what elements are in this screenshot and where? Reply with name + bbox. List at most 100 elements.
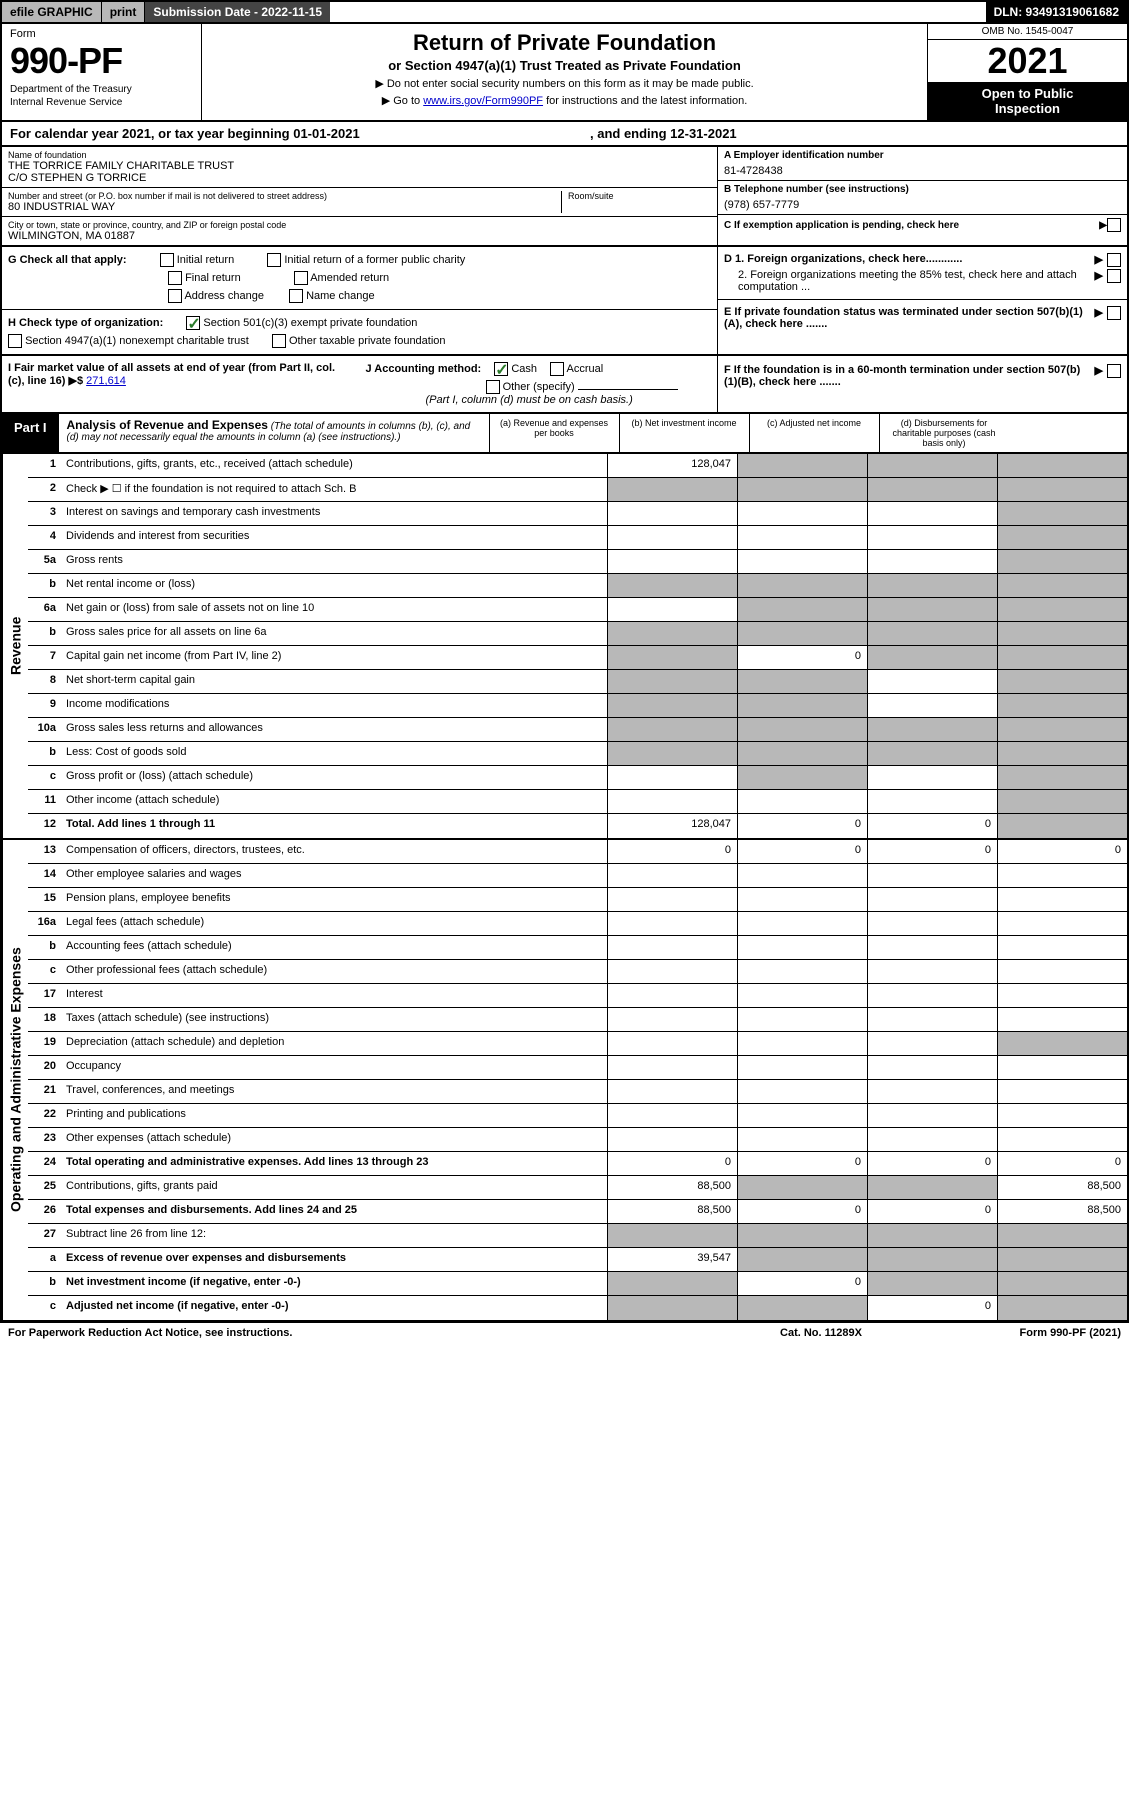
cell-c bbox=[867, 864, 997, 887]
name-cell: Name of foundation THE TORRICE FAMILY CH… bbox=[2, 147, 717, 188]
b-value: (978) 657-7779 bbox=[724, 199, 1121, 211]
e-label: E If private foundation status was termi… bbox=[724, 306, 1091, 330]
f-block: F If the foundation is in a 60-month ter… bbox=[717, 356, 1127, 412]
irs-link[interactable]: www.irs.gov/Form990PF bbox=[423, 95, 543, 107]
city-label: City or town, state or province, country… bbox=[8, 220, 711, 230]
title-block: Return of Private Foundation or Section … bbox=[202, 24, 927, 120]
row-num: 2 bbox=[28, 478, 62, 501]
cell-a bbox=[607, 1056, 737, 1079]
row-desc: Gross rents bbox=[62, 550, 607, 573]
c-checkbox[interactable] bbox=[1107, 218, 1121, 232]
cell-a bbox=[607, 598, 737, 621]
row-desc: Adjusted net income (if negative, enter … bbox=[62, 1296, 607, 1320]
col-a-head: (a) Revenue and expenses per books bbox=[489, 414, 619, 452]
g-address-checkbox[interactable] bbox=[168, 289, 182, 303]
row-num: b bbox=[28, 1272, 62, 1295]
cell-c bbox=[867, 742, 997, 765]
cell-d bbox=[997, 718, 1127, 741]
cell-b: 0 bbox=[737, 1272, 867, 1295]
table-row: 17Interest bbox=[28, 984, 1127, 1008]
cell-c bbox=[867, 912, 997, 935]
cell-a bbox=[607, 936, 737, 959]
h-4947-checkbox[interactable] bbox=[8, 334, 22, 348]
cell-a: 88,500 bbox=[607, 1176, 737, 1199]
d2-checkbox[interactable] bbox=[1107, 269, 1121, 283]
cell-c bbox=[867, 622, 997, 645]
cell-d bbox=[997, 454, 1127, 477]
j-other: Other (specify) bbox=[503, 381, 575, 393]
gh-right: D 1. Foreign organizations, check here..… bbox=[717, 247, 1127, 354]
part1-title: Analysis of Revenue and Expenses bbox=[67, 418, 268, 432]
g-initial-former-checkbox[interactable] bbox=[267, 253, 281, 267]
row-num: 8 bbox=[28, 670, 62, 693]
row-num: b bbox=[28, 936, 62, 959]
cell-b bbox=[737, 526, 867, 549]
cell-d bbox=[997, 574, 1127, 597]
b-label: B Telephone number (see instructions) bbox=[724, 184, 1121, 195]
h-label: H Check type of organization: bbox=[8, 317, 163, 329]
cell-a bbox=[607, 550, 737, 573]
j-cash-checkbox[interactable] bbox=[494, 362, 508, 376]
dept-2: Internal Revenue Service bbox=[10, 97, 193, 108]
cell-b bbox=[737, 1008, 867, 1031]
row-num: 5a bbox=[28, 550, 62, 573]
table-row: 6aNet gain or (loss) from sale of assets… bbox=[28, 598, 1127, 622]
addr-cell: Number and street (or P.O. box number if… bbox=[2, 188, 717, 217]
row-num: 12 bbox=[28, 814, 62, 838]
g-amended-checkbox[interactable] bbox=[294, 271, 308, 285]
g-name-checkbox[interactable] bbox=[289, 289, 303, 303]
cell-c bbox=[867, 694, 997, 717]
h-501c3-checkbox[interactable] bbox=[186, 316, 200, 330]
row-desc: Total. Add lines 1 through 11 bbox=[62, 814, 607, 838]
row-num: 17 bbox=[28, 984, 62, 1007]
cal-year-end: , and ending 12-31-2021 bbox=[590, 126, 1119, 141]
cell-b bbox=[737, 478, 867, 501]
e-checkbox[interactable] bbox=[1107, 306, 1121, 320]
dln: DLN: 93491319061682 bbox=[986, 2, 1127, 22]
cell-b bbox=[737, 1224, 867, 1247]
row-num: 18 bbox=[28, 1008, 62, 1031]
cell-a bbox=[607, 984, 737, 1007]
cell-b bbox=[737, 742, 867, 765]
table-row: cGross profit or (loss) (attach schedule… bbox=[28, 766, 1127, 790]
arrow-icon: ▶ bbox=[1099, 220, 1107, 231]
row-desc: Interest bbox=[62, 984, 607, 1007]
cell-a bbox=[607, 1080, 737, 1103]
row-num: 4 bbox=[28, 526, 62, 549]
row-num: 20 bbox=[28, 1056, 62, 1079]
page-footer: For Paperwork Reduction Act Notice, see … bbox=[0, 1322, 1129, 1343]
cell-d bbox=[997, 742, 1127, 765]
h-other-checkbox[interactable] bbox=[272, 334, 286, 348]
table-row: 14Other employee salaries and wages bbox=[28, 864, 1127, 888]
cell-a: 128,047 bbox=[607, 454, 737, 477]
form-id-block: Form 990-PF Department of the Treasury I… bbox=[2, 24, 202, 120]
row-desc: Total operating and administrative expen… bbox=[62, 1152, 607, 1175]
cell-c bbox=[867, 1080, 997, 1103]
j-cash: Cash bbox=[511, 363, 537, 375]
cell-b bbox=[737, 1104, 867, 1127]
print-button[interactable]: print bbox=[102, 2, 146, 22]
row-num: 14 bbox=[28, 864, 62, 887]
cell-b bbox=[737, 888, 867, 911]
j-other-checkbox[interactable] bbox=[486, 380, 500, 394]
g-final-checkbox[interactable] bbox=[168, 271, 182, 285]
cell-b bbox=[737, 960, 867, 983]
cell-b bbox=[737, 694, 867, 717]
row-desc: Total expenses and disbursements. Add li… bbox=[62, 1200, 607, 1223]
cell-c: 0 bbox=[867, 1296, 997, 1320]
cell-d: 0 bbox=[997, 840, 1127, 863]
j-block: J Accounting method: Cash Accrual Other … bbox=[360, 356, 718, 412]
table-row: cAdjusted net income (if negative, enter… bbox=[28, 1296, 1127, 1320]
cell-c bbox=[867, 1128, 997, 1151]
g-initial-checkbox[interactable] bbox=[160, 253, 174, 267]
d1-checkbox[interactable] bbox=[1107, 253, 1121, 267]
f-checkbox[interactable] bbox=[1107, 364, 1121, 378]
g-label: G Check all that apply: bbox=[8, 254, 127, 266]
open-public: Open to Public Inspection bbox=[928, 82, 1127, 120]
j-accrual-checkbox[interactable] bbox=[550, 362, 564, 376]
j-note: (Part I, column (d) must be on cash basi… bbox=[426, 394, 712, 406]
table-row: 27Subtract line 26 from line 12: bbox=[28, 1224, 1127, 1248]
row-desc: Contributions, gifts, grants, etc., rece… bbox=[62, 454, 607, 477]
cell-d bbox=[997, 790, 1127, 813]
g-opt-2: Final return bbox=[185, 272, 241, 284]
